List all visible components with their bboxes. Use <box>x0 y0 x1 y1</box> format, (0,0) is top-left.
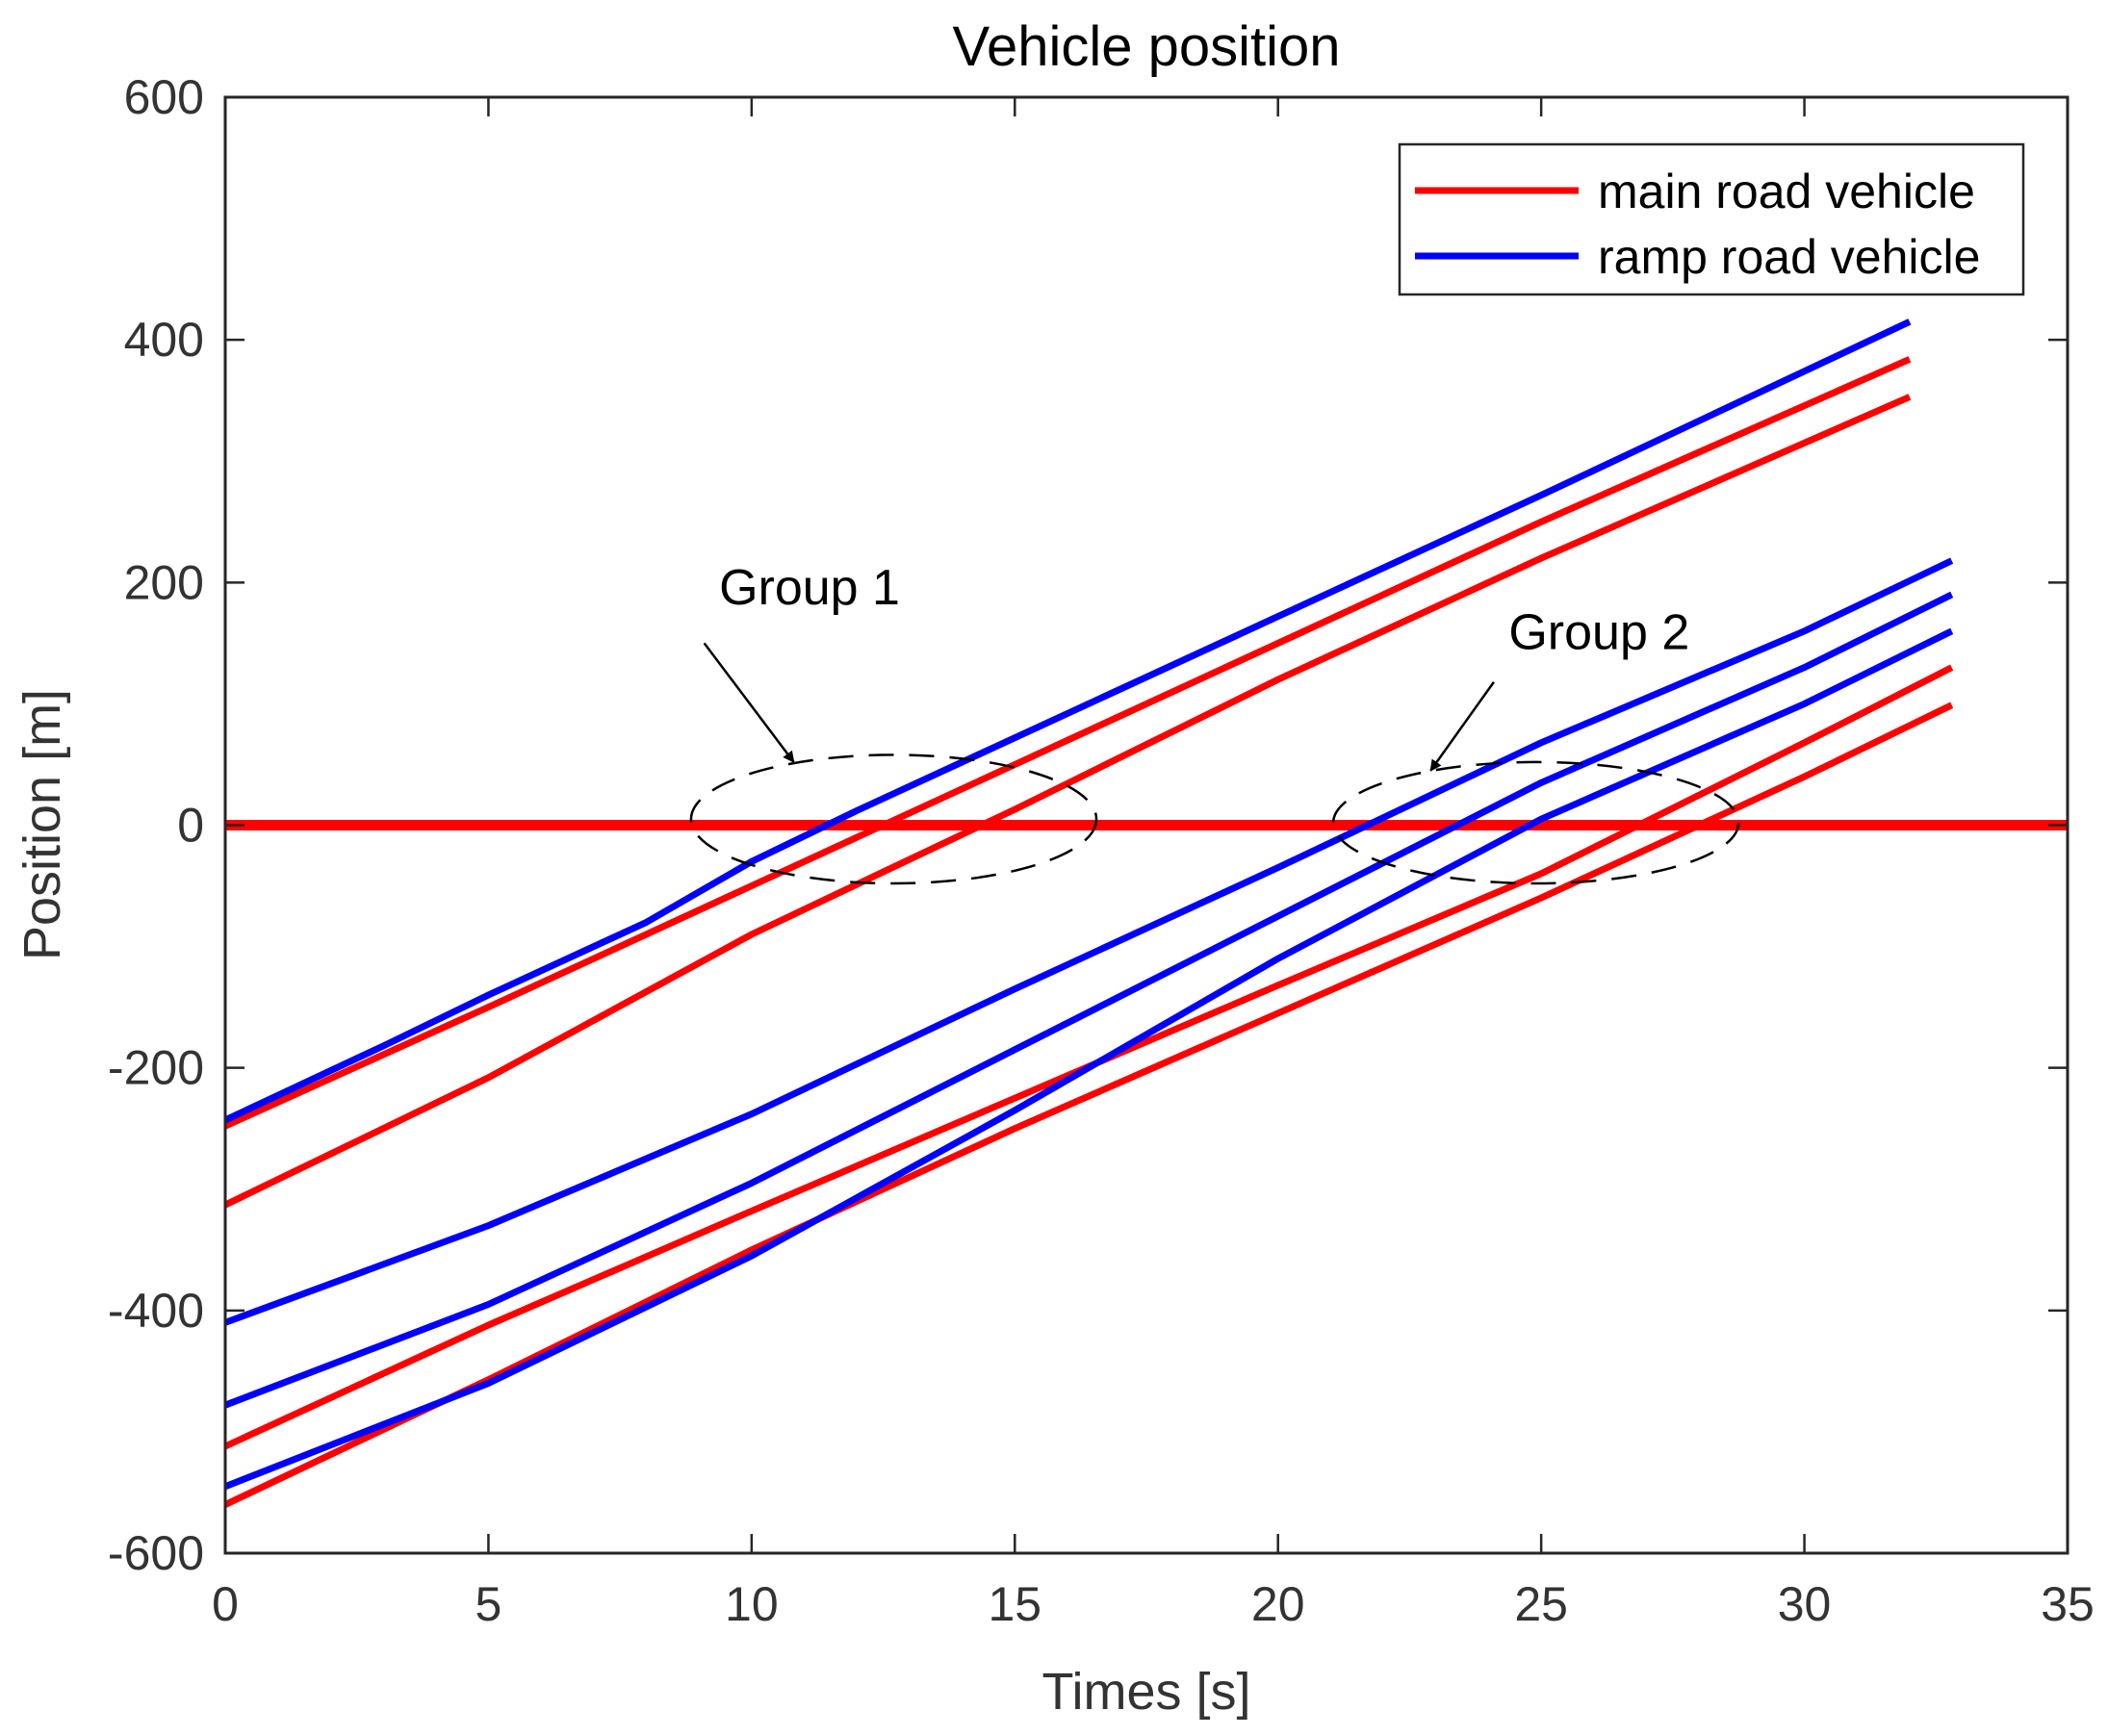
y-tick-label: -200 <box>108 1041 204 1095</box>
y-tick-label: 600 <box>124 70 204 124</box>
x-axis-title: Times [s] <box>1041 1663 1250 1721</box>
series-line-ramp-8 <box>223 627 1954 1490</box>
y-tick-label: 0 <box>177 799 204 853</box>
y-tick-label: 400 <box>124 313 204 367</box>
chart-title: Vehicle position <box>952 15 1340 78</box>
y-tick-label: -400 <box>108 1284 204 1338</box>
group-1-arrow <box>703 642 795 763</box>
group-1-ellipse <box>689 753 1098 885</box>
x-tick-label: 30 <box>1778 1577 1832 1631</box>
x-tick-label: 0 <box>212 1577 239 1631</box>
x-tick-label: 5 <box>476 1577 502 1631</box>
group-1-label: Group 1 <box>719 560 900 616</box>
legend-box <box>1398 142 2025 296</box>
legend-label-ramp-road-vehicle: ramp road vehicle <box>1598 230 1980 284</box>
x-tick-label: 25 <box>1514 1577 1568 1631</box>
series-line-main-4 <box>223 702 1954 1508</box>
series-layer <box>223 319 2068 1508</box>
group-2-arrow <box>1429 680 1495 772</box>
legend-label-main-road-vehicle: main road vehicle <box>1598 165 1975 218</box>
series-line-ramp-5 <box>223 319 1912 1124</box>
series-line-main-1 <box>223 356 1912 1130</box>
x-tick-label: 15 <box>988 1577 1041 1631</box>
series-line-ramp-6 <box>223 557 1954 1326</box>
series-line-ramp-7 <box>223 591 1954 1409</box>
series-line-main-3 <box>223 664 1954 1450</box>
legend: main road vehicle ramp road vehicle <box>1398 142 2025 296</box>
x-tick-label: 35 <box>2041 1577 2095 1631</box>
y-axis-title: Position [m] <box>13 689 71 960</box>
x-tick-label: 20 <box>1251 1577 1305 1631</box>
x-tick-label: 10 <box>725 1577 779 1631</box>
y-tick-label: -600 <box>108 1526 204 1580</box>
tick-layer: 0 5 10 15 20 25 30 35 -600 -400 -200 0 200 400 600 <box>108 70 2095 1631</box>
annotation-layer: Group 1 Group 2 <box>689 560 1740 885</box>
group-2-ellipse <box>1331 760 1740 885</box>
series-line-main-2 <box>223 394 1912 1209</box>
y-tick-label: 200 <box>124 555 204 609</box>
group-2-label: Group 2 <box>1508 605 1689 661</box>
